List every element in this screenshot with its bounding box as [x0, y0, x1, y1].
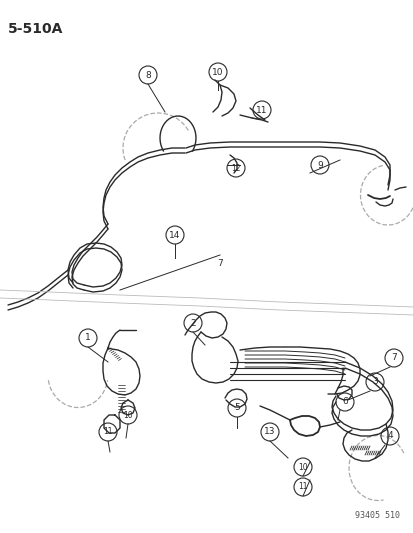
Text: 93405 510: 93405 510	[354, 511, 399, 520]
Text: 12: 12	[231, 164, 240, 173]
Text: 11: 11	[297, 482, 307, 491]
Text: 7: 7	[216, 259, 222, 268]
Text: 5: 5	[234, 403, 239, 413]
Text: 11: 11	[256, 106, 267, 115]
Text: 13: 13	[263, 427, 275, 437]
Text: 7: 7	[390, 353, 396, 362]
Text: 1: 1	[85, 334, 91, 343]
Text: 9: 9	[316, 160, 322, 169]
Text: 2: 2	[190, 319, 195, 327]
Text: 11: 11	[103, 427, 112, 437]
Text: 10: 10	[212, 68, 223, 77]
Text: 6: 6	[341, 398, 347, 407]
Text: 5-510A: 5-510A	[8, 22, 63, 36]
Text: 8: 8	[145, 70, 150, 79]
Text: 10: 10	[123, 410, 133, 419]
Text: 14: 14	[169, 230, 180, 239]
Text: 10: 10	[297, 463, 307, 472]
Text: 4: 4	[386, 432, 392, 440]
Text: 3: 3	[371, 377, 377, 386]
